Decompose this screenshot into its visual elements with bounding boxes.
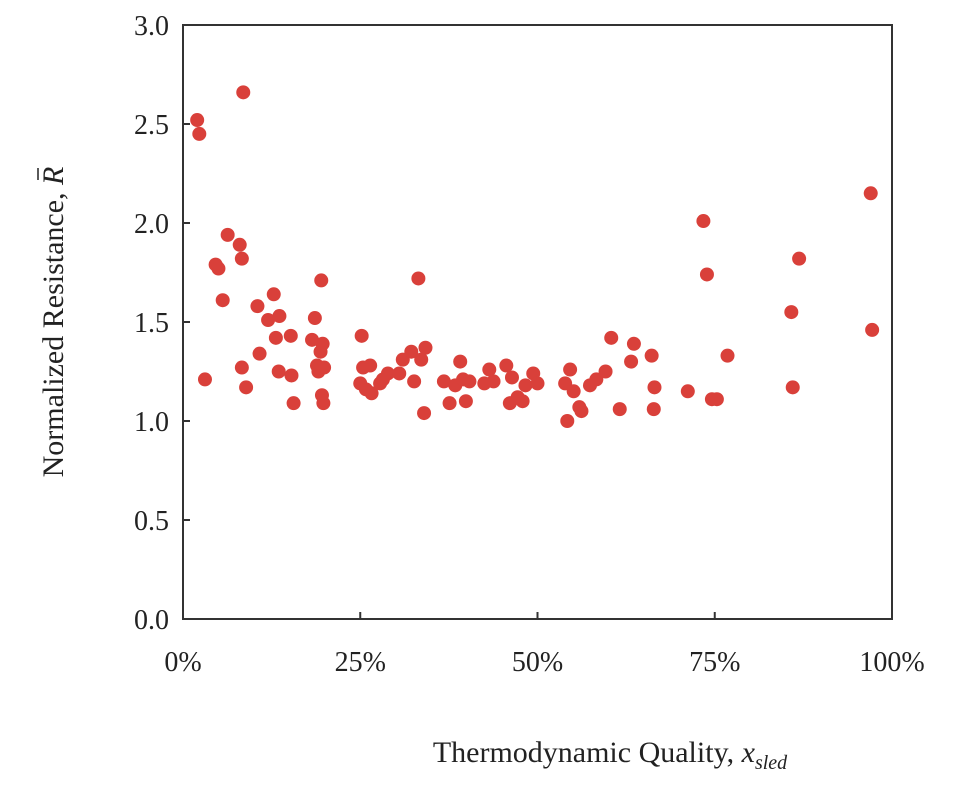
data-point (364, 386, 379, 401)
data-point (504, 370, 519, 385)
data-point (234, 251, 249, 266)
axis-ticks (182, 24, 893, 620)
data-point (644, 348, 659, 363)
data-point (252, 346, 267, 361)
data-point (785, 380, 800, 395)
data-point (604, 330, 619, 345)
data-point (566, 384, 581, 399)
x-tick-label: 50% (512, 647, 563, 678)
data-point (598, 364, 613, 379)
data-point (407, 374, 422, 389)
data-point (442, 396, 457, 411)
y-axis-label-group: Normalized Resistance, R (37, 167, 70, 478)
data-point (792, 251, 807, 266)
y-tick-label: 0.5 (134, 506, 169, 537)
data-point (354, 328, 369, 343)
data-point (863, 186, 878, 201)
y-axis-label-text: Normalized Resistance, (37, 185, 70, 477)
x-tick-label: 75% (689, 647, 740, 678)
data-point (865, 322, 880, 337)
y-tick-label: 3.0 (134, 11, 169, 42)
data-point (458, 394, 473, 409)
data-point (589, 372, 604, 387)
data-point (414, 352, 429, 367)
data-point (307, 311, 322, 326)
data-point (518, 378, 533, 393)
data-point (411, 271, 426, 286)
data-point (784, 305, 799, 320)
y-axis-label: Normalized Resistance, R (37, 167, 70, 478)
data-point (699, 267, 714, 282)
data-point (486, 374, 501, 389)
data-point (574, 404, 589, 419)
data-point (530, 376, 545, 391)
data-point (239, 380, 254, 395)
y-tick-label: 0.0 (134, 605, 169, 636)
y-axis-label-variable: R (37, 167, 70, 186)
x-tick-label: 25% (335, 647, 386, 678)
data-point (560, 414, 575, 428)
y-tick-label: 1.0 (134, 407, 169, 438)
data-point (363, 358, 378, 373)
plot-frame (182, 24, 893, 620)
x-tick-label: 0% (164, 647, 201, 678)
x-axis-label-text: Thermodynamic Quality, (433, 736, 742, 769)
data-point (284, 368, 299, 383)
y-tick-label: 2.5 (134, 110, 169, 141)
data-point (305, 332, 320, 347)
data-point (190, 113, 205, 128)
y-tick-label: 1.5 (134, 308, 169, 339)
data-point (315, 336, 330, 351)
data-point (436, 374, 451, 389)
data-point (286, 396, 301, 411)
data-point (418, 340, 433, 355)
data-point (626, 336, 641, 351)
data-point (462, 374, 477, 389)
data-point (380, 366, 395, 381)
y-tick-label: 2.0 (134, 209, 169, 240)
data-point (392, 366, 407, 381)
data-point (266, 287, 281, 302)
data-point (499, 358, 514, 373)
data-point (612, 402, 627, 417)
data-point (272, 309, 287, 324)
axis-tick-labels: 0.0 0.5 1.0 1.5 2.0 2.5 3.0 0% 25% 50% 75% 100% (134, 11, 925, 678)
data-point (234, 360, 249, 375)
data-point (709, 392, 724, 407)
data-point (646, 402, 661, 417)
data-point (316, 396, 331, 411)
data-point (197, 372, 212, 387)
data-point (283, 328, 298, 343)
data-point (317, 360, 332, 375)
data-point (271, 364, 286, 379)
x-axis-label-subscript: sled (755, 752, 788, 774)
data-point (482, 362, 497, 377)
data-point (250, 299, 265, 314)
data-point (211, 261, 226, 276)
data-point (220, 227, 235, 242)
data-point (720, 348, 735, 363)
data-point (192, 126, 207, 141)
x-axis-label-variable: x (741, 736, 756, 769)
data-point (215, 293, 230, 308)
data-point (268, 330, 283, 345)
data-point (314, 273, 329, 288)
data-point (680, 384, 695, 399)
data-point (417, 406, 432, 421)
data-point (236, 85, 251, 100)
data-point (624, 354, 639, 369)
data-point (696, 214, 711, 229)
data-point (232, 237, 247, 252)
x-axis-label: Thermodynamic Quality, xsled (433, 736, 788, 774)
data-point (515, 394, 530, 409)
data-point (261, 313, 276, 328)
data-point (563, 362, 578, 377)
data-point (404, 344, 419, 359)
x-tick-label: 100% (859, 647, 924, 678)
data-points (190, 85, 880, 428)
data-point (647, 380, 662, 395)
data-point (453, 354, 468, 369)
